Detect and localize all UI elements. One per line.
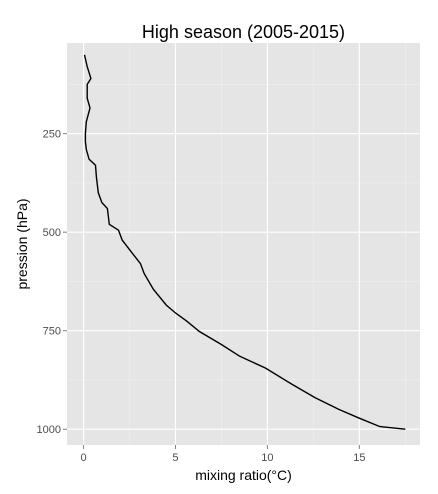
y-axis-title: pression (hPa): [14, 198, 30, 289]
minor-gridlines: [67, 43, 420, 445]
x-tick-label: 15: [353, 452, 365, 464]
major-gridlines: [67, 43, 420, 445]
plot-panel: [67, 43, 420, 445]
x-tick-label: 10: [261, 452, 273, 464]
y-tick-label: 500: [43, 227, 61, 239]
y-tick-label: 1000: [37, 424, 61, 436]
x-tick-label: 0: [80, 452, 86, 464]
y-tick-label: 250: [43, 129, 61, 141]
x-axis-ticks: 0 5 10 15: [80, 445, 365, 464]
y-tick-label: 750: [43, 326, 61, 338]
x-axis-title: mixing ratio(°C): [195, 467, 292, 483]
y-axis-ticks: 250 500 750 1000: [37, 129, 67, 436]
chart-title: High season (2005-2015): [142, 22, 345, 42]
mixing-ratio-profile-line: [83, 54, 406, 430]
x-tick-label: 5: [172, 452, 178, 464]
